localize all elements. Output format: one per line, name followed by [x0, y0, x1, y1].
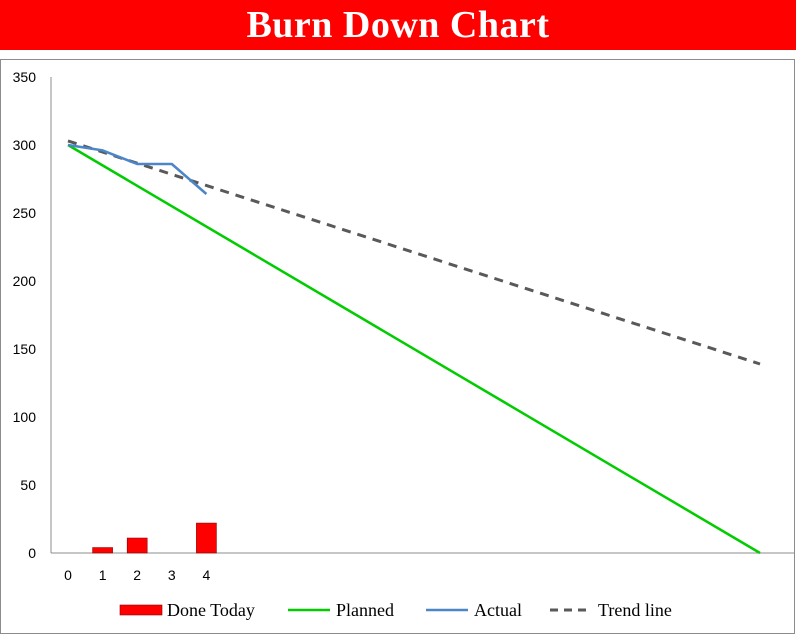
- legend-done-today-label: Done Today: [167, 600, 255, 620]
- x-tick-label: 3: [168, 567, 176, 583]
- x-tick-label: 4: [203, 567, 211, 583]
- bar-done-today: [126, 537, 148, 554]
- y-tick-label: 50: [20, 477, 36, 493]
- legend-done-today-swatch: [119, 604, 163, 616]
- legend-planned-label: Planned: [336, 600, 394, 620]
- line-trend: [67, 139, 761, 366]
- bar-done-today: [196, 522, 217, 554]
- x-tick-label: 2: [133, 567, 141, 583]
- x-tick-label: 0: [64, 567, 72, 583]
- title-bar: Burn Down Chart: [0, 0, 796, 50]
- legend-trend-label: Trend line: [598, 600, 672, 620]
- bar-done-today: [92, 547, 113, 554]
- line-actual: [67, 143, 208, 195]
- y-tick-label: 150: [13, 341, 37, 357]
- y-tick-label: 100: [13, 409, 37, 425]
- y-tick-label: 250: [13, 205, 37, 221]
- x-tick-label: 1: [99, 567, 107, 583]
- line-planned: [67, 143, 761, 555]
- y-tick-label: 350: [13, 69, 37, 85]
- y-tick-label: 200: [13, 273, 37, 289]
- legend-actual-label: Actual: [474, 600, 522, 620]
- y-tick-label: 0: [28, 545, 36, 561]
- y-tick-label: 300: [13, 137, 37, 153]
- chart-title: Burn Down Chart: [246, 4, 550, 46]
